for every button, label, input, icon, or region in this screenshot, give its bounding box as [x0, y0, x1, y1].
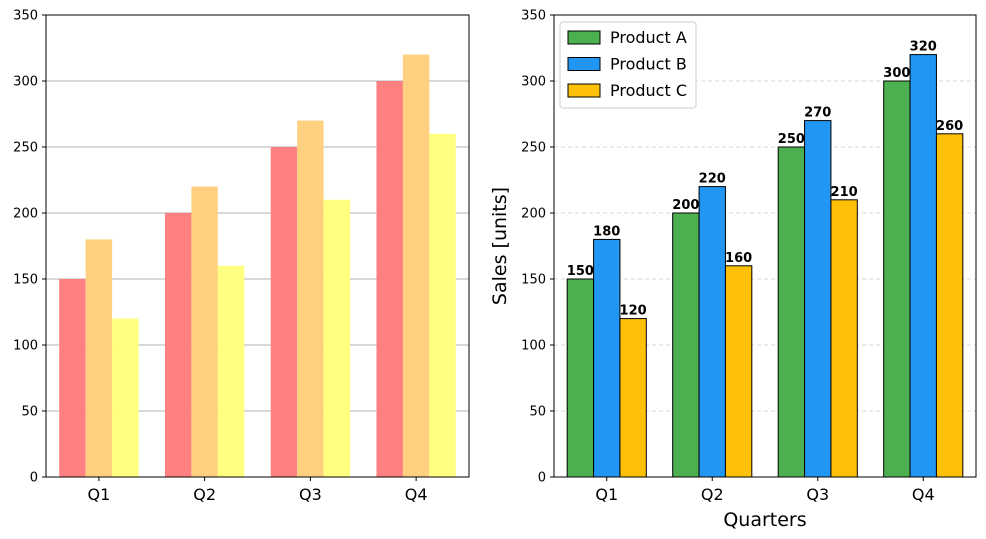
bar [323, 199, 351, 478]
bar [593, 238, 621, 478]
data-label: 250 [778, 132, 805, 147]
data-label: 300 [883, 66, 910, 81]
y-tick-label: 100 [521, 339, 546, 354]
bar [191, 186, 218, 477]
bar [59, 279, 86, 477]
x-tick-label: Q1 [87, 485, 110, 504]
legend-label: Product A [610, 28, 687, 47]
data-label: 160 [725, 251, 752, 266]
bar [217, 265, 245, 477]
y-tick-label: 0 [538, 471, 546, 486]
bar [830, 199, 858, 478]
y-tick-label: 350 [521, 9, 546, 24]
data-label: 180 [593, 224, 620, 239]
y-tick-label: 150 [13, 273, 38, 288]
y-tick-label: 350 [13, 9, 38, 24]
y-tick-label: 50 [529, 405, 546, 420]
legend-label: Product C [610, 81, 687, 100]
bar [883, 80, 911, 478]
y-tick-label: 300 [13, 75, 38, 90]
x-tick-label: Q1 [595, 485, 618, 504]
data-label: 320 [910, 40, 937, 55]
y-tick-label: 300 [521, 75, 546, 90]
x-tick-label: Q4 [405, 485, 428, 504]
y-tick-label: 0 [30, 471, 38, 486]
bar [402, 54, 430, 477]
data-label: 120 [620, 304, 647, 319]
bar [297, 120, 324, 477]
bar [672, 212, 700, 478]
bar [112, 318, 139, 477]
legend-label: Product B [610, 55, 687, 74]
bar [619, 318, 647, 478]
data-label: 260 [936, 119, 963, 134]
bar [935, 133, 964, 478]
bar [804, 120, 832, 478]
data-label: 270 [804, 106, 831, 121]
bar [566, 278, 595, 478]
legend-swatch [567, 57, 601, 71]
y-tick-label: 250 [521, 141, 546, 156]
data-label: 220 [699, 172, 726, 187]
y-axis-label: Sales [units] [489, 187, 511, 305]
bar [270, 147, 298, 477]
x-tick-label: Q3 [299, 485, 322, 504]
y-tick-label: 250 [13, 141, 38, 156]
x-axis-label: Quarters [723, 509, 806, 531]
data-label: 200 [672, 198, 699, 213]
y-tick-label: 50 [21, 405, 38, 420]
bar [909, 54, 937, 478]
bar [85, 239, 113, 477]
data-label: 210 [831, 185, 858, 200]
bar [429, 133, 456, 478]
bar [777, 146, 806, 478]
bar [698, 186, 726, 478]
y-tick-label: 100 [13, 339, 38, 354]
x-tick-label: Q2 [193, 485, 216, 504]
plot-frame [45, 14, 470, 478]
bar [164, 213, 192, 477]
y-tick-label: 150 [521, 273, 546, 288]
legend-swatch [567, 30, 601, 45]
bar [376, 81, 403, 477]
y-tick-label: 200 [521, 207, 546, 222]
bar [724, 265, 753, 478]
x-tick-label: Q2 [701, 485, 724, 504]
y-tick-label: 200 [13, 207, 38, 222]
plot-frame [553, 14, 977, 478]
legend-swatch [567, 83, 601, 98]
x-tick-label: Q3 [806, 485, 829, 504]
x-tick-label: Q4 [912, 485, 935, 504]
data-label: 150 [567, 264, 594, 279]
